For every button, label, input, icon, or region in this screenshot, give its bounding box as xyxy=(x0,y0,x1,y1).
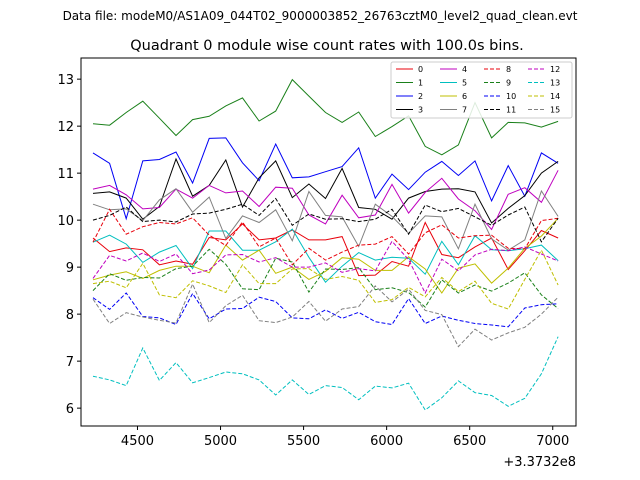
legend-label-0: 0 xyxy=(418,65,423,74)
series-line-8 xyxy=(92,208,559,266)
legend-label-8: 8 xyxy=(506,65,511,74)
series-line-11 xyxy=(92,197,559,243)
plot-frame xyxy=(80,57,577,427)
y-tick-label: 6 xyxy=(66,402,74,417)
legend-box xyxy=(390,61,573,119)
series-line-2 xyxy=(92,137,559,221)
x-tick-label: 4500 xyxy=(121,434,154,449)
series-line-10 xyxy=(92,292,559,328)
legend-label-10: 10 xyxy=(506,92,516,101)
y-axis: 6 7 8 9 10 11 12 13 xyxy=(57,73,81,417)
series-line-12 xyxy=(92,240,559,295)
x-tick-label: 5000 xyxy=(204,434,237,449)
legend-label-15: 15 xyxy=(550,106,560,115)
y-tick-label: 12 xyxy=(57,120,74,135)
legend-label-5: 5 xyxy=(462,79,467,88)
x-axis: 4500 5000 5500 6000 6500 7000 xyxy=(121,426,569,449)
x-tick-label: 5500 xyxy=(287,434,320,449)
series-line-15 xyxy=(92,282,559,348)
x-offset-label: +3.3732e8 xyxy=(503,455,576,470)
series-line-4 xyxy=(92,170,559,231)
legend-label-1: 1 xyxy=(418,79,423,88)
data-file-header: Data file: modeM0/AS1A09_044T02_90000038… xyxy=(63,9,578,23)
legend-label-13: 13 xyxy=(550,79,560,88)
legend-label-11: 11 xyxy=(506,106,516,115)
series-line-5 xyxy=(92,228,559,283)
chart-title: Quadrant 0 module wise count rates with … xyxy=(130,38,524,54)
legend-label-9: 9 xyxy=(506,79,511,88)
legend-label-2: 2 xyxy=(418,92,423,101)
series-line-6 xyxy=(92,217,559,294)
y-tick-label: 13 xyxy=(57,73,74,88)
y-tick-label: 11 xyxy=(57,167,74,182)
x-tick-label: 6000 xyxy=(370,434,403,449)
x-tick-label: 7000 xyxy=(536,434,569,449)
series-line-13 xyxy=(92,336,559,411)
series-layer xyxy=(92,78,559,411)
y-tick-label: 8 xyxy=(66,308,74,323)
series-line-3 xyxy=(92,157,559,224)
series-line-14 xyxy=(92,249,559,310)
series-line-0 xyxy=(92,221,559,277)
y-tick-label: 9 xyxy=(66,261,74,276)
x-tick-label: 6500 xyxy=(453,434,486,449)
legend-label-4: 4 xyxy=(462,65,467,74)
y-tick-label: 7 xyxy=(66,355,74,370)
series-line-7 xyxy=(92,188,559,251)
legend-label-12: 12 xyxy=(550,65,560,74)
legend-label-7: 7 xyxy=(462,106,467,115)
legend-label-14: 14 xyxy=(550,92,560,101)
legend-label-6: 6 xyxy=(462,92,467,101)
legend-label-3: 3 xyxy=(418,106,423,115)
y-tick-label: 10 xyxy=(57,214,74,229)
series-line-9 xyxy=(92,248,559,309)
